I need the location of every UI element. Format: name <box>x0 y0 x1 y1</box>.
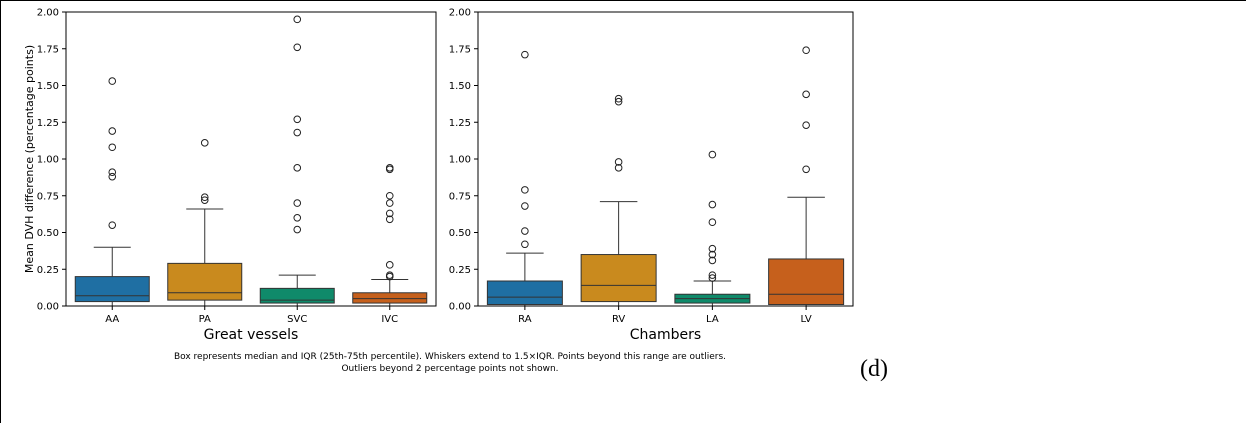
outlier-point <box>385 209 394 218</box>
x-tick-label: RV <box>612 314 625 325</box>
outlier-point <box>521 240 529 249</box>
outlier-point <box>293 199 302 207</box>
x-tick-label: SVC <box>287 314 307 325</box>
chart-panel-1: 0.00 0.25 0.50 0.75 1.00 1.25 1.50 1.75 2.00 AA PA… <box>23 8 437 343</box>
outlier-point <box>385 199 394 207</box>
outlier-point <box>293 43 302 52</box>
outlier-point <box>708 218 717 227</box>
y-tick-label: 0.50 <box>449 228 471 239</box>
outlier-point <box>521 202 529 210</box>
plot-area <box>477 11 854 307</box>
y-tick-label: 1.75 <box>449 44 471 55</box>
outlier-point <box>385 215 394 224</box>
box-aa <box>74 276 150 303</box>
outlier-point <box>708 150 717 159</box>
x-tick-label: IVC <box>381 314 398 325</box>
outlier-point <box>108 168 117 177</box>
y-tick-label: 1.75 <box>37 44 59 55</box>
x-tick-label: AA <box>105 314 119 325</box>
outlier-point <box>521 50 529 59</box>
outlier-point <box>385 271 394 279</box>
y-tick-label: 0.00 <box>449 302 471 313</box>
outlier-point <box>108 172 117 181</box>
outlier-point <box>200 196 209 204</box>
y-tick-label: 0.00 <box>37 302 59 313</box>
outlier-point <box>293 164 302 172</box>
y-tick-label: 0.75 <box>37 191 59 202</box>
outlier-point <box>385 261 394 269</box>
x-tick-label: LV <box>800 314 811 325</box>
x-tick-label: PA <box>199 314 211 325</box>
outlier-point <box>802 90 810 99</box>
y-tick-label: 1.25 <box>449 118 471 129</box>
outlier-point <box>802 165 810 174</box>
box-pa <box>167 262 243 301</box>
y-axis-label: Mean DVH difference (percentage points) <box>23 45 36 273</box>
x-axis-label: Chambers <box>630 327 701 343</box>
x-tick-label: LA <box>706 314 719 325</box>
x-axis-label: Great vessels <box>204 327 299 343</box>
panel-label: (d) <box>860 356 888 382</box>
plot-area <box>65 11 437 307</box>
outlier-point <box>708 256 717 265</box>
box-rv <box>580 254 657 303</box>
outlier-point <box>614 158 623 166</box>
outlier-point <box>293 128 302 137</box>
y-tick-label: 2.00 <box>37 8 59 19</box>
outlier-point <box>802 121 810 129</box>
outlier-point <box>293 115 302 124</box>
y-tick-label: 1.50 <box>449 81 471 92</box>
outlier-point <box>521 227 529 235</box>
caption-line-1: Box represents median and IQR (25th-75th… <box>173 352 727 362</box>
x-tick-label: RA <box>518 314 532 325</box>
y-tick-label: 1.25 <box>37 118 59 129</box>
box-ra <box>486 280 563 306</box>
outlier-point <box>108 221 117 229</box>
outlier-point <box>708 250 717 259</box>
outlier-point <box>708 244 717 253</box>
outlier-point <box>614 97 623 106</box>
outlier-point <box>200 139 209 147</box>
y-tick-label: 0.50 <box>37 228 59 239</box>
y-tick-label: 0.25 <box>449 265 471 276</box>
outlier-point <box>200 193 209 202</box>
outlier-point <box>293 225 302 234</box>
box-svc <box>259 287 335 304</box>
box-lv <box>768 258 845 306</box>
outlier-point <box>293 214 302 222</box>
y-tick-label: 2.00 <box>449 8 471 19</box>
caption-line-2: Outliers beyond 2 percentage points not … <box>341 364 559 374</box>
y-tick-label: 0.75 <box>449 191 471 202</box>
outlier-point <box>614 94 623 103</box>
outlier-point <box>802 46 810 55</box>
outlier-point <box>385 164 394 172</box>
box-ivc <box>352 292 428 304</box>
y-tick-label: 0.25 <box>37 265 59 276</box>
chart-panel-2: 0.00 0.25 0.50 0.75 1.00 1.25 1.50 1.75 2.00 RA RV… <box>449 8 854 343</box>
outlier-point <box>708 271 717 279</box>
outlier-point <box>614 164 623 172</box>
outlier-point <box>521 186 529 194</box>
outlier-point <box>108 127 117 135</box>
outlier-point <box>385 191 394 200</box>
outlier-point <box>108 77 117 85</box>
y-tick-label: 1.00 <box>449 155 471 166</box>
outlier-point <box>708 274 717 282</box>
outlier-point <box>293 15 302 24</box>
y-tick-label: 1.50 <box>37 81 59 92</box>
outlier-point <box>108 143 117 152</box>
y-tick-label: 1.00 <box>37 155 59 166</box>
outlier-point <box>708 200 717 209</box>
